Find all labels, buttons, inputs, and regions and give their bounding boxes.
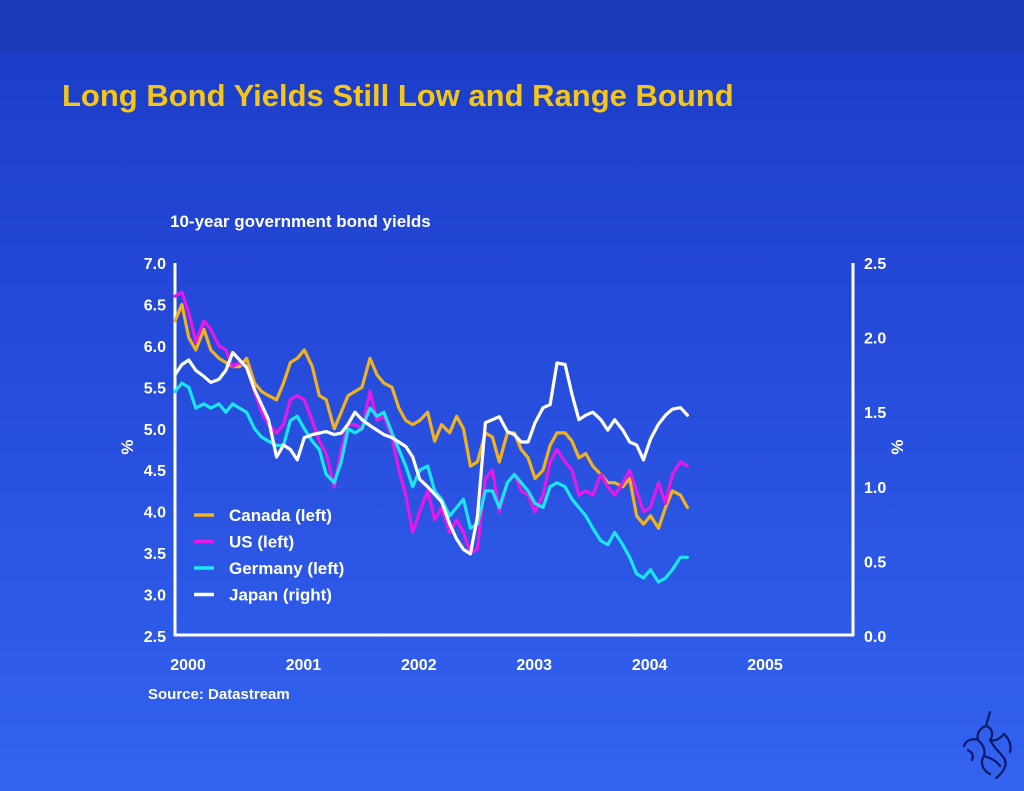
left-tick-label: 4.5 [144, 463, 166, 480]
right-axis-label: % [888, 439, 907, 454]
x-tick-label: 2002 [401, 657, 437, 674]
left-tick-label: 3.0 [144, 588, 166, 605]
left-axis-label: % [118, 439, 137, 454]
right-tick-label: 1.5 [864, 405, 886, 422]
germany-series-line [173, 381, 690, 584]
left-tick-label: 6.0 [144, 339, 166, 356]
japan-legend-label: Japan (right) [229, 586, 332, 605]
chart-title: 10-year government bond yields [170, 212, 431, 231]
right-axis-ticks: 2.5 2.0 1.5 1.0 0.5 0.0 [864, 256, 886, 646]
left-tick-label: 4.0 [144, 505, 166, 522]
right-tick-label: 2.5 [864, 256, 886, 273]
right-tick-label: 0.5 [864, 554, 886, 571]
legend: Canada (left) US (left) Germany (left) Japa… [194, 506, 344, 605]
x-tick-label: 2004 [632, 657, 668, 674]
left-tick-label: 7.0 [144, 256, 166, 273]
left-tick-label: 2.5 [144, 629, 166, 646]
left-axis-ticks: 7.0 6.5 6.0 5.5 5.0 4.5 4.0 3.5 3.0 2.5 [144, 256, 166, 646]
series-lines [173, 290, 690, 584]
us-series-line [173, 290, 690, 555]
slide-title: Long Bond Yields Still Low and Range Bou… [62, 78, 734, 113]
header-band [0, 0, 1024, 52]
left-tick-label: 6.5 [144, 297, 166, 314]
right-tick-label: 2.0 [864, 331, 886, 348]
x-tick-label: 2000 [170, 657, 206, 674]
canada-legend-label: Canada (left) [229, 506, 332, 525]
germany-legend-label: Germany (left) [229, 559, 344, 578]
x-tick-label: 2001 [286, 657, 322, 674]
source-note: Source: Datastream [148, 686, 290, 703]
left-tick-label: 5.5 [144, 380, 166, 397]
x-tick-label: 2005 [747, 657, 783, 674]
left-tick-label: 5.0 [144, 422, 166, 439]
left-tick-label: 3.5 [144, 546, 166, 563]
right-tick-label: 1.0 [864, 480, 886, 497]
canada-series-line [173, 302, 690, 530]
x-axis-ticks: 2000 2001 2002 2003 2004 2005 [170, 657, 783, 674]
x-tick-label: 2003 [516, 657, 552, 674]
right-tick-label: 0.0 [864, 629, 886, 646]
us-legend-label: US (left) [229, 533, 294, 552]
japan-series-line [173, 350, 690, 556]
unicorn-logo-icon [962, 710, 1012, 780]
